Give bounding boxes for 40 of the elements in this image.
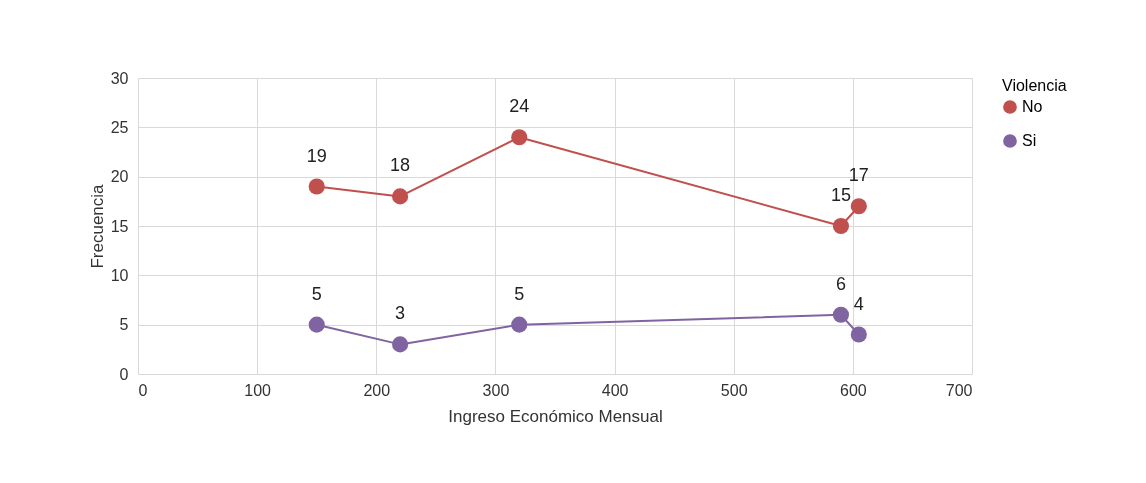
y-tick-label: 0	[119, 365, 129, 383]
data-label: 3	[395, 303, 406, 324]
x-tick-label: 500	[720, 381, 748, 399]
point	[832, 217, 849, 235]
x-tick-label: 200	[363, 381, 391, 399]
legend-label: Si	[1022, 132, 1037, 149]
x-tick-label: 400	[601, 381, 629, 399]
data-label: 4	[853, 293, 864, 314]
point	[392, 336, 409, 353]
y-tick-label: 25	[110, 118, 129, 136]
x-tick-label: 300	[482, 381, 510, 399]
point	[308, 178, 325, 195]
x-tick-label: 700	[945, 381, 973, 399]
legend-label: No	[1022, 98, 1043, 115]
y-tick-label: 15	[110, 217, 129, 235]
y-tick-label: 20	[110, 168, 129, 186]
data-label: 19	[306, 145, 327, 166]
point	[392, 188, 409, 205]
point	[832, 306, 849, 323]
data-label: 17	[848, 165, 869, 186]
data-label: 18	[390, 155, 411, 176]
y-tick-label: 30	[110, 69, 129, 87]
x-axis-title: Ingreso Económico Mensual	[448, 406, 663, 426]
point	[511, 129, 528, 146]
point	[850, 198, 867, 215]
legend-title: Violencia	[1002, 77, 1067, 94]
point	[850, 326, 867, 343]
y-tick-label: 5	[119, 316, 129, 334]
x-tick-label: 100	[244, 381, 272, 399]
point	[511, 316, 528, 333]
data-label: 5	[311, 283, 322, 304]
y-tick-label: 10	[110, 266, 129, 284]
data-label: 5	[514, 283, 525, 304]
x-tick-label: 600	[840, 381, 867, 399]
data-label: 24	[509, 96, 530, 117]
point	[308, 316, 325, 333]
y-axis-title: Frecuencia	[87, 183, 107, 269]
data-label: 6	[835, 273, 846, 294]
x-tick-label: 0	[138, 381, 148, 399]
data-label: 15	[830, 185, 851, 205]
